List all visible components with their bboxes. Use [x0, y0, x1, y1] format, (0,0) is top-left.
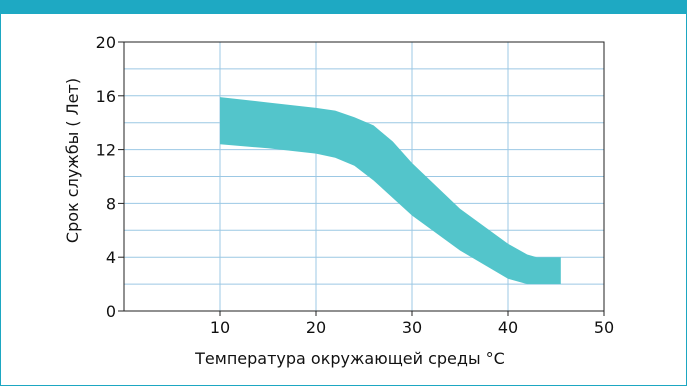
- y-tick-label: 4: [106, 248, 116, 267]
- header-bar: [0, 0, 687, 14]
- lifetime-band: [220, 97, 561, 285]
- x-axis-ticks: 10 20 30 40 50: [210, 311, 614, 337]
- y-axis-label: Срок службы ( Лет): [63, 78, 82, 243]
- x-tick-label: 30: [402, 318, 422, 337]
- y-tick-label: 20: [96, 33, 116, 52]
- y-tick-label: 16: [96, 87, 116, 106]
- y-tick-label: 0: [106, 302, 116, 321]
- plot-area-border: [123, 41, 605, 312]
- x-tick-label: 10: [210, 318, 230, 337]
- x-axis-label: Температура окружающей среды °C: [194, 349, 505, 368]
- x-tick-label: 50: [594, 318, 614, 337]
- y-tick-label: 8: [106, 194, 116, 213]
- y-tick-label: 12: [96, 141, 116, 160]
- y-axis-ticks: 0 4 8 12 16 20: [96, 33, 124, 321]
- x-tick-label: 20: [306, 318, 326, 337]
- x-tick-label: 40: [498, 318, 518, 337]
